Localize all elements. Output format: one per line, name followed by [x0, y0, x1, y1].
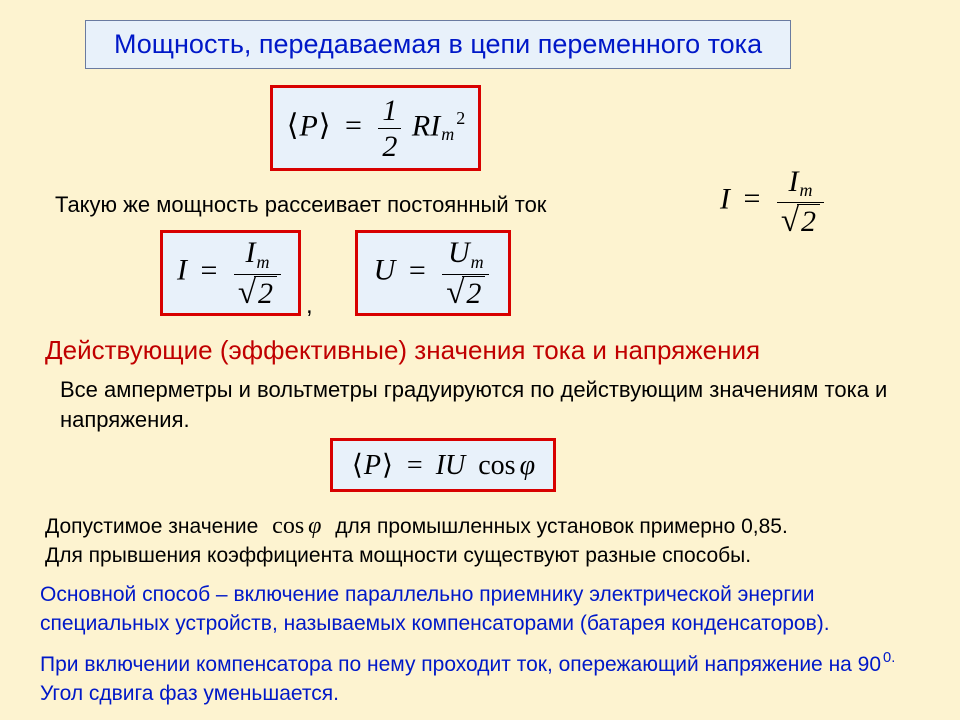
- red-heading: Действующие (эффективные) значения тока …: [45, 335, 760, 366]
- var-P: P: [299, 109, 317, 142]
- formula-I-box: I = Im √2: [160, 230, 301, 316]
- formula-power-cos: ⟨P⟩ = IU cosφ: [330, 438, 556, 492]
- Ibox-num-sub: m: [256, 252, 269, 272]
- text-meters: Все амперметры и вольтметры градуируются…: [60, 375, 910, 434]
- comp-post: Угол сдвига фаз уменьшается.: [40, 682, 339, 705]
- num-Im-var: I: [788, 165, 798, 198]
- formula-U-box: U = Um √2: [355, 230, 511, 316]
- sub-m: m: [441, 124, 454, 144]
- den-2: 2: [378, 129, 401, 163]
- den-sqrt2: 2: [797, 204, 820, 238]
- Ibox-den: 2: [254, 276, 277, 310]
- num-Im-sub: m: [799, 180, 812, 200]
- Ubox-den: 2: [462, 276, 485, 310]
- cos-pre: Допустимое значение: [45, 515, 258, 538]
- num-1: 1: [378, 94, 401, 129]
- text-main-method: Основной способ – включение параллельно …: [40, 580, 935, 639]
- IU: IU: [436, 450, 466, 481]
- formula-I-plain: I = Im √2: [720, 165, 827, 238]
- Ubox-lhs: U: [374, 254, 396, 287]
- Ibox-lhs: I: [177, 254, 187, 287]
- comp-sup: 0.: [883, 650, 895, 666]
- Ubox-num-sub: m: [471, 252, 484, 272]
- phi: φ: [520, 450, 536, 481]
- Ubox-num-var: U: [448, 236, 470, 269]
- Ibox-num-var: I: [245, 236, 255, 269]
- cos-line2: Для прывшения коэффициента мощности суще…: [45, 544, 751, 567]
- slide: Мощность, передаваемая в цепи переменног…: [0, 0, 960, 720]
- text-compensator: При включении компенсатора по нему прохо…: [40, 648, 935, 709]
- comp-pre: При включении компенсатора по нему прохо…: [40, 653, 881, 676]
- formula-power: ⟨P⟩ = 1 2 RIm2: [270, 85, 481, 171]
- comma: ,: [306, 290, 313, 322]
- cos-fn: cos: [478, 450, 515, 481]
- var-I-lhs: I: [720, 182, 730, 215]
- cos-mid: cos: [272, 513, 304, 539]
- var-I: I: [430, 109, 440, 142]
- text-cos: Допустимое значение cosφ для промышленны…: [45, 510, 925, 571]
- title-text: Мощность, передаваемая в цепи переменног…: [114, 29, 762, 59]
- text-dc: Такую же мощность рассеивает постоянный …: [55, 190, 546, 220]
- cos-phi-sym: φ: [308, 513, 321, 539]
- P2-var: P: [364, 450, 381, 481]
- cos-post: для промышленных установок примерно 0,85…: [335, 515, 788, 538]
- title-box: Мощность, передаваемая в цепи переменног…: [85, 20, 791, 69]
- var-R: R: [412, 109, 430, 142]
- sup-2: 2: [456, 108, 465, 128]
